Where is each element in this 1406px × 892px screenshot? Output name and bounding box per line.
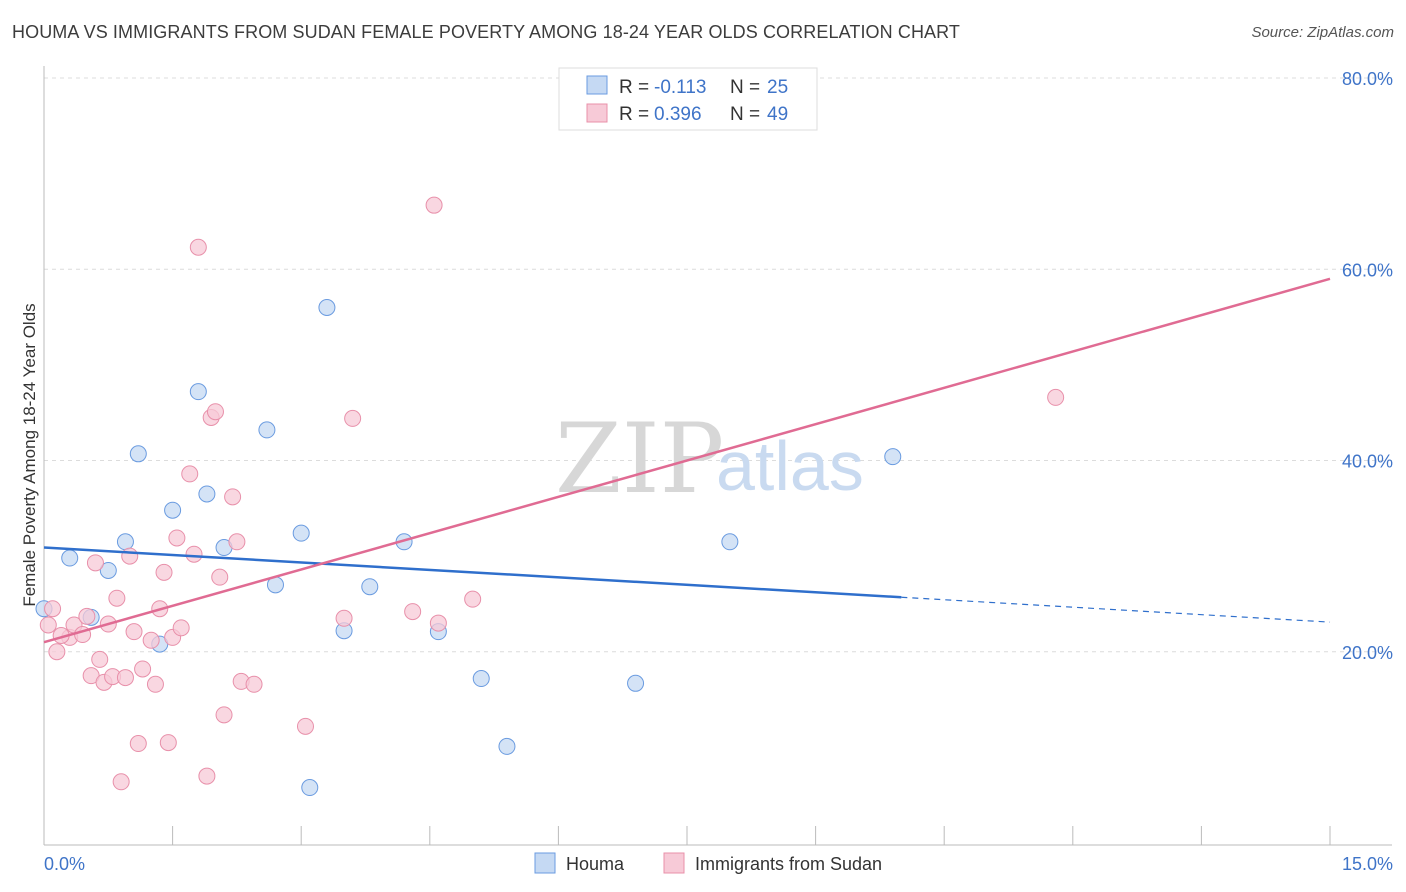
houma-point (292, 524, 310, 542)
sudan-point (168, 529, 186, 547)
sudan-point (228, 533, 246, 551)
sudan-point (215, 706, 233, 724)
y-tick-label-60: 60.0% (1342, 260, 1393, 280)
stats-r-label-sudan: R = (619, 104, 649, 125)
stats-r-value-houma: -0.113 (654, 77, 706, 98)
stats-n-value-sudan: 49 (767, 104, 788, 125)
stats-legend: R = -0.113 N = 25 R = 0.396 N = 49 (558, 67, 818, 131)
houma-point (472, 670, 490, 688)
sudan-point (429, 614, 447, 632)
sudan-point (86, 554, 104, 572)
sudan-point (335, 609, 353, 627)
houma-point (189, 383, 207, 401)
houma-point (627, 674, 645, 692)
houma-point (301, 779, 319, 797)
chart-source: Source: ZipAtlas.com (1251, 24, 1394, 41)
houma-point (99, 561, 117, 579)
watermark: ZIP atlas (555, 403, 864, 515)
sudan-point (91, 650, 109, 668)
houma-point (318, 299, 336, 316)
houma-point (198, 485, 216, 503)
y-axis-title: Female Poverty Among 18-24 Year Olds (20, 303, 39, 606)
bottom-legend: Houma Immigrants from Sudan (534, 852, 882, 874)
sudan-point (112, 773, 130, 791)
houma-point (361, 578, 379, 596)
houma-point (61, 549, 79, 567)
sudan-point (425, 196, 443, 214)
houma-trend-extension (901, 596, 1331, 623)
sudan-point (146, 675, 164, 693)
axes (43, 66, 1392, 846)
sudan-point (108, 589, 126, 607)
sudan-point (1047, 388, 1065, 406)
stats-legend-swatch-houma (586, 75, 608, 95)
sudan-point (344, 409, 362, 427)
y-tick-label-20: 20.0% (1342, 643, 1393, 663)
x-tick-label-0: 0.0% (44, 854, 85, 874)
sudan-point (142, 631, 160, 649)
watermark-atlas: atlas (716, 427, 864, 505)
sudan-point (125, 623, 143, 641)
houma-point (129, 445, 147, 463)
trend-lines (43, 277, 1331, 644)
houma-point (721, 533, 739, 551)
chart-title: HOUMA VS IMMIGRANTS FROM SUDAN FEMALE PO… (12, 22, 961, 42)
sudan-point (189, 238, 207, 256)
sudan-trend-line (43, 277, 1331, 644)
sudan-point (296, 717, 314, 735)
sudan-point (129, 735, 147, 753)
sudan-point (224, 488, 242, 506)
houma-point (164, 501, 182, 519)
stats-n-label-houma: N = (730, 77, 760, 98)
sudan-point (245, 675, 263, 693)
stats-r-value-sudan: 0.396 (654, 104, 702, 125)
gridlines (44, 77, 1392, 653)
houma-point (498, 737, 516, 755)
sudan-point (78, 607, 96, 625)
bottom-legend-swatch-houma (534, 852, 556, 874)
sudan-point (211, 568, 229, 586)
stats-r-label-houma: R = (619, 77, 649, 98)
y-tick-label-40: 40.0% (1342, 452, 1393, 472)
sudan-point (39, 616, 57, 634)
houma-point (116, 533, 134, 551)
houma-point (884, 448, 902, 466)
sudan-point (198, 767, 216, 785)
y-tick-label-80: 80.0% (1342, 69, 1393, 89)
x-tick-labels: 0.0% 15.0% (44, 854, 1393, 874)
bottom-legend-label-houma: Houma (566, 854, 625, 874)
sudan-point (134, 660, 152, 678)
stats-n-label-sudan: N = (730, 104, 760, 125)
sudan-point (206, 403, 224, 421)
watermark-zip: ZIP (555, 403, 724, 515)
bottom-legend-label-sudan: Immigrants from Sudan (695, 854, 882, 874)
sudan-point (116, 669, 134, 687)
sudan-point (44, 600, 62, 618)
sudan-point (159, 734, 177, 752)
stats-n-value-houma: 25 (767, 77, 788, 98)
data-points (35, 196, 1065, 797)
sudan-point (185, 545, 203, 563)
sudan-point (48, 643, 66, 661)
sudan-point (181, 465, 199, 483)
sudan-point (121, 547, 139, 565)
stats-legend-swatch-sudan (586, 103, 608, 123)
houma-point (258, 421, 276, 439)
sudan-point (155, 563, 173, 581)
bottom-legend-swatch-sudan (663, 852, 685, 874)
y-tick-labels: 20.0% 40.0% 60.0% 80.0% (1342, 69, 1393, 663)
houma-trend-line (43, 546, 902, 599)
sudan-point (172, 619, 190, 637)
sudan-point (404, 603, 422, 621)
x-tick-label-1: 15.0% (1342, 854, 1393, 874)
sudan-point (464, 590, 482, 608)
